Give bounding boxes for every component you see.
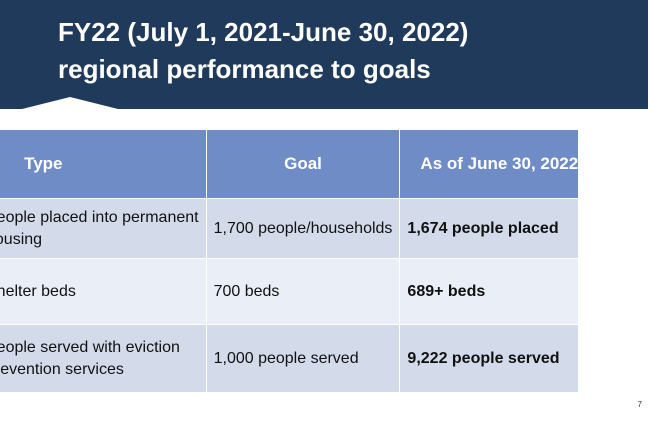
as-of-cell: 689+ beds [399, 258, 580, 325]
table-row: Shelter beds 700 beds 689+ beds [0, 258, 580, 325]
page-number: 7 [637, 400, 642, 409]
performance-table: Type Goal As of June 30, 2022 People pla… [0, 129, 580, 393]
type-line-1: People placed into permanent [0, 208, 199, 226]
goal-cell: 1,700 people/households [205, 198, 401, 259]
slide-title-line-1: FY22 (July 1, 2021-June 30, 2022) [58, 17, 469, 47]
table-header-row: Type Goal As of June 30, 2022 [0, 129, 580, 199]
title-banner: FY22 (July 1, 2021-June 30, 2022) region… [0, 0, 648, 109]
header-goal: Goal [205, 129, 401, 199]
as-of-cell: 1,674 people placed [399, 198, 580, 259]
table-row: People placed into permanent housing 1,7… [0, 198, 580, 259]
type-cell: People served with eviction prevention s… [0, 324, 207, 393]
type-line-1: Shelter beds [0, 282, 76, 300]
banner-notch [22, 97, 118, 109]
type-cell: People placed into permanent housing [0, 198, 207, 259]
slide-title: FY22 (July 1, 2021-June 30, 2022) region… [58, 14, 638, 88]
type-cell: Shelter beds [0, 258, 207, 325]
type-line-2: prevention services [0, 360, 124, 378]
goal-cell: 1,000 people served [205, 324, 401, 393]
type-line-2: housing [0, 230, 43, 248]
as-of-cell: 9,222 people served [399, 324, 580, 393]
slide-title-line-2: regional performance to goals [58, 54, 431, 84]
type-line-1: People served with eviction [0, 338, 180, 356]
table-row: People served with eviction prevention s… [0, 324, 580, 393]
header-as-of: As of June 30, 2022 [399, 129, 580, 199]
goal-cell: 700 beds [205, 258, 401, 325]
header-type: Type [0, 129, 207, 199]
